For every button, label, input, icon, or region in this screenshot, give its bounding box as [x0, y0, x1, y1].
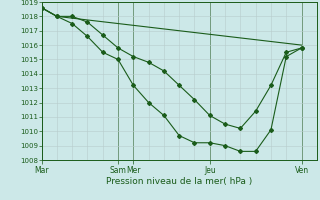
X-axis label: Pression niveau de la mer( hPa ): Pression niveau de la mer( hPa ): [106, 177, 252, 186]
